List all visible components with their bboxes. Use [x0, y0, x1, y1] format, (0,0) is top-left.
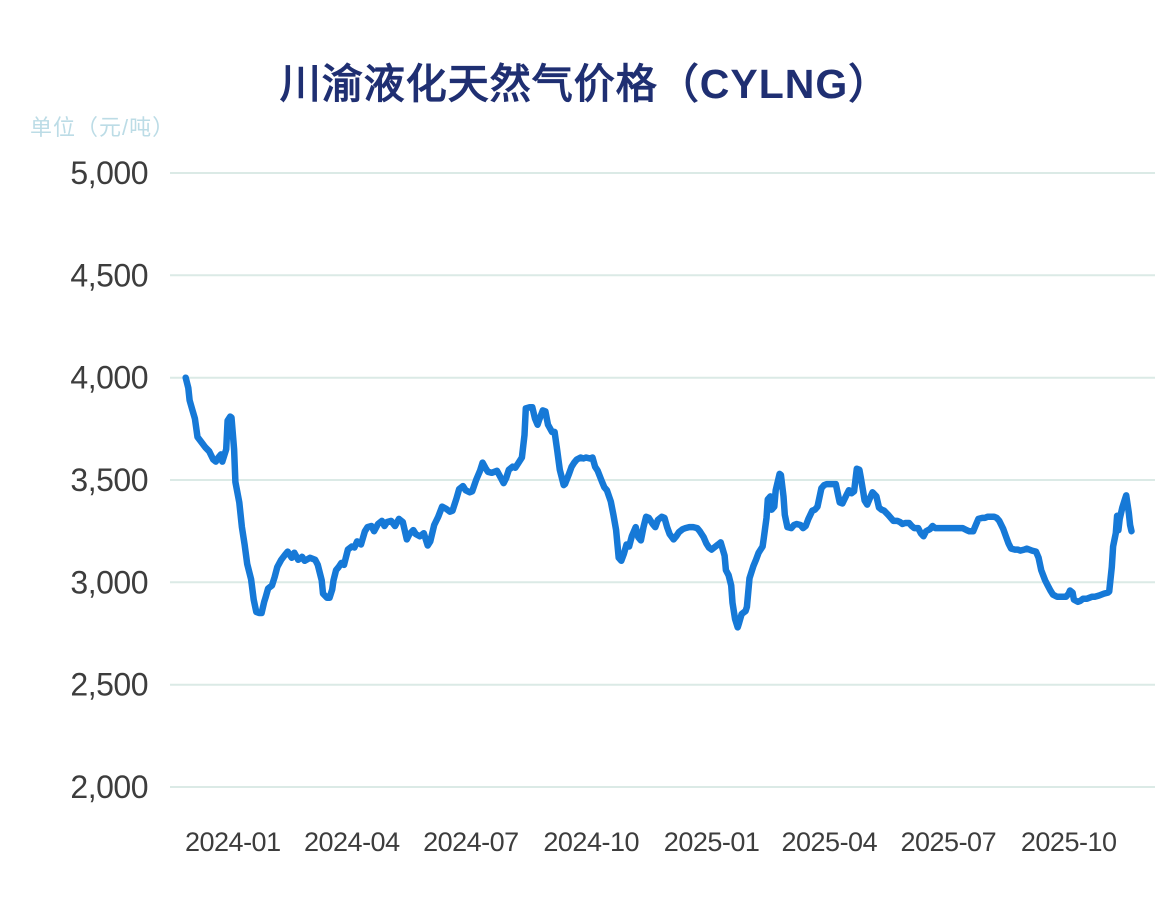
x-axis-tick-label: 2024-10 — [543, 827, 639, 857]
y-axis-tick-label: 2,000 — [70, 769, 148, 805]
x-axis-tick-label: 2025-01 — [664, 827, 760, 857]
x-axis-tick-label: 2024-01 — [185, 827, 281, 857]
price-line-series — [182, 374, 1135, 631]
x-axis-tick-label: 2024-07 — [423, 827, 519, 857]
y-axis-tick-label: 3,000 — [70, 564, 148, 600]
x-axis-tick-label: 2025-10 — [1021, 827, 1117, 857]
x-axis-tick-label: 2025-07 — [901, 827, 997, 857]
y-axis-tick-label: 4,000 — [70, 360, 148, 396]
page-title: 川渝液化天然气价格（CYLNG） — [279, 61, 891, 107]
y-axis-tick-label: 5,000 — [70, 155, 148, 191]
y-axis-tick-label: 4,500 — [70, 257, 148, 293]
y-axis-tick-label: 2,500 — [70, 667, 148, 703]
unit-label: 单位（元/吨） — [30, 115, 176, 140]
y-axis-tick-label: 3,500 — [70, 462, 148, 498]
x-axis-tick-label: 2025-04 — [782, 827, 878, 857]
x-axis-tick-label: 2024-04 — [304, 827, 400, 857]
